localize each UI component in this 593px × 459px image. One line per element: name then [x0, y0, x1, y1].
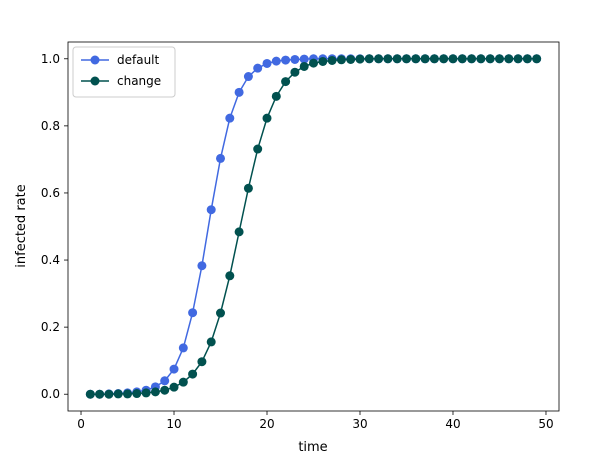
- data-point-change-10: [169, 382, 179, 392]
- data-point-default-9: [160, 376, 170, 386]
- data-point-default-12: [188, 308, 198, 318]
- data-point-change-6: [132, 389, 142, 399]
- x-tick-label-30: 30: [352, 417, 367, 431]
- data-point-change-11: [178, 377, 188, 387]
- data-point-change-12: [188, 369, 198, 379]
- y-tick-label-0.6: 0.6: [41, 186, 60, 200]
- data-point-change-38: [429, 54, 439, 64]
- data-point-change-7: [141, 388, 151, 398]
- data-point-change-2: [95, 389, 105, 399]
- legend-marker-default: [90, 55, 100, 65]
- data-point-change-47: [513, 54, 523, 64]
- data-point-change-15: [216, 308, 226, 318]
- data-point-change-28: [336, 55, 346, 65]
- data-point-change-21: [271, 91, 281, 101]
- data-point-change-40: [448, 54, 458, 64]
- data-point-default-14: [206, 205, 216, 215]
- y-tick-label-1: 1.0: [41, 52, 60, 66]
- data-point-change-39: [439, 54, 449, 64]
- data-point-change-22: [281, 77, 291, 87]
- data-point-change-4: [113, 389, 123, 399]
- data-point-default-24: [299, 54, 309, 64]
- data-point-change-37: [420, 54, 430, 64]
- data-point-change-27: [327, 55, 337, 65]
- data-point-default-20: [262, 58, 272, 68]
- y-tick-label-0.4: 0.4: [41, 253, 60, 267]
- data-point-change-33: [383, 54, 393, 64]
- data-point-default-13: [197, 261, 207, 271]
- data-point-default-18: [243, 72, 253, 82]
- data-point-change-5: [123, 389, 133, 399]
- data-point-change-3: [104, 389, 114, 399]
- data-point-change-35: [401, 54, 411, 64]
- data-point-change-34: [392, 54, 402, 64]
- x-tick-label-10: 10: [166, 417, 181, 431]
- data-point-default-21: [271, 56, 281, 66]
- data-point-default-19: [253, 63, 263, 73]
- data-point-change-41: [457, 54, 467, 64]
- data-point-change-44: [485, 54, 495, 64]
- data-point-change-36: [411, 54, 421, 64]
- legend-marker-change: [90, 76, 100, 86]
- series-layer: [85, 54, 542, 399]
- data-point-change-49: [532, 54, 542, 64]
- data-point-change-23: [290, 67, 300, 77]
- x-tick-label-20: 20: [259, 417, 274, 431]
- x-tick-label-0: 0: [77, 417, 85, 431]
- data-point-change-29: [346, 54, 356, 64]
- plot-area: [68, 42, 559, 411]
- data-point-change-19: [253, 144, 263, 154]
- data-point-change-25: [309, 58, 318, 68]
- data-point-default-10: [169, 364, 179, 374]
- data-point-change-16: [225, 271, 235, 281]
- legend-label-change: change: [117, 74, 161, 88]
- data-point-change-45: [494, 54, 504, 64]
- data-point-change-14: [206, 337, 216, 347]
- data-point-default-16: [225, 113, 235, 123]
- data-point-change-26: [318, 56, 328, 66]
- data-point-default-15: [216, 153, 226, 163]
- axes-layer: 0 10 20 30 40 50 0.0 0.2 0.4 0.6 0.8 1.0: [41, 41, 560, 431]
- data-point-change-8: [150, 387, 160, 397]
- data-point-change-32: [374, 54, 384, 64]
- data-point-change-13: [197, 357, 207, 367]
- data-point-change-18: [243, 183, 253, 193]
- data-point-change-46: [504, 54, 514, 64]
- data-point-change-1: [85, 389, 95, 399]
- data-point-change-48: [522, 54, 532, 64]
- x-tick-label-50: 50: [538, 417, 553, 431]
- x-axis-label: time: [298, 440, 327, 455]
- data-point-change-20: [262, 113, 272, 123]
- data-point-default-17: [234, 87, 244, 97]
- y-tick-label-0: 0.0: [41, 387, 60, 401]
- x-tick-label-40: 40: [445, 417, 460, 431]
- data-point-default-22: [281, 55, 291, 65]
- y-tick-label-0.8: 0.8: [41, 119, 60, 133]
- data-point-change-42: [467, 54, 477, 64]
- data-point-default-11: [178, 343, 188, 353]
- legend: default change: [72, 46, 176, 98]
- data-point-default-23: [290, 54, 300, 64]
- legend-label-default: default: [117, 53, 160, 67]
- plot-background: [68, 42, 559, 411]
- data-point-change-31: [364, 54, 374, 64]
- data-point-change-30: [355, 54, 365, 64]
- y-axis-label: infected rate: [14, 184, 29, 267]
- data-point-change-24: [299, 61, 309, 71]
- y-tick-label-0.2: 0.2: [41, 320, 60, 334]
- axes-frame: [67, 41, 560, 412]
- data-point-change-17: [234, 227, 244, 237]
- data-point-change-43: [476, 54, 486, 64]
- data-point-change-9: [160, 385, 170, 395]
